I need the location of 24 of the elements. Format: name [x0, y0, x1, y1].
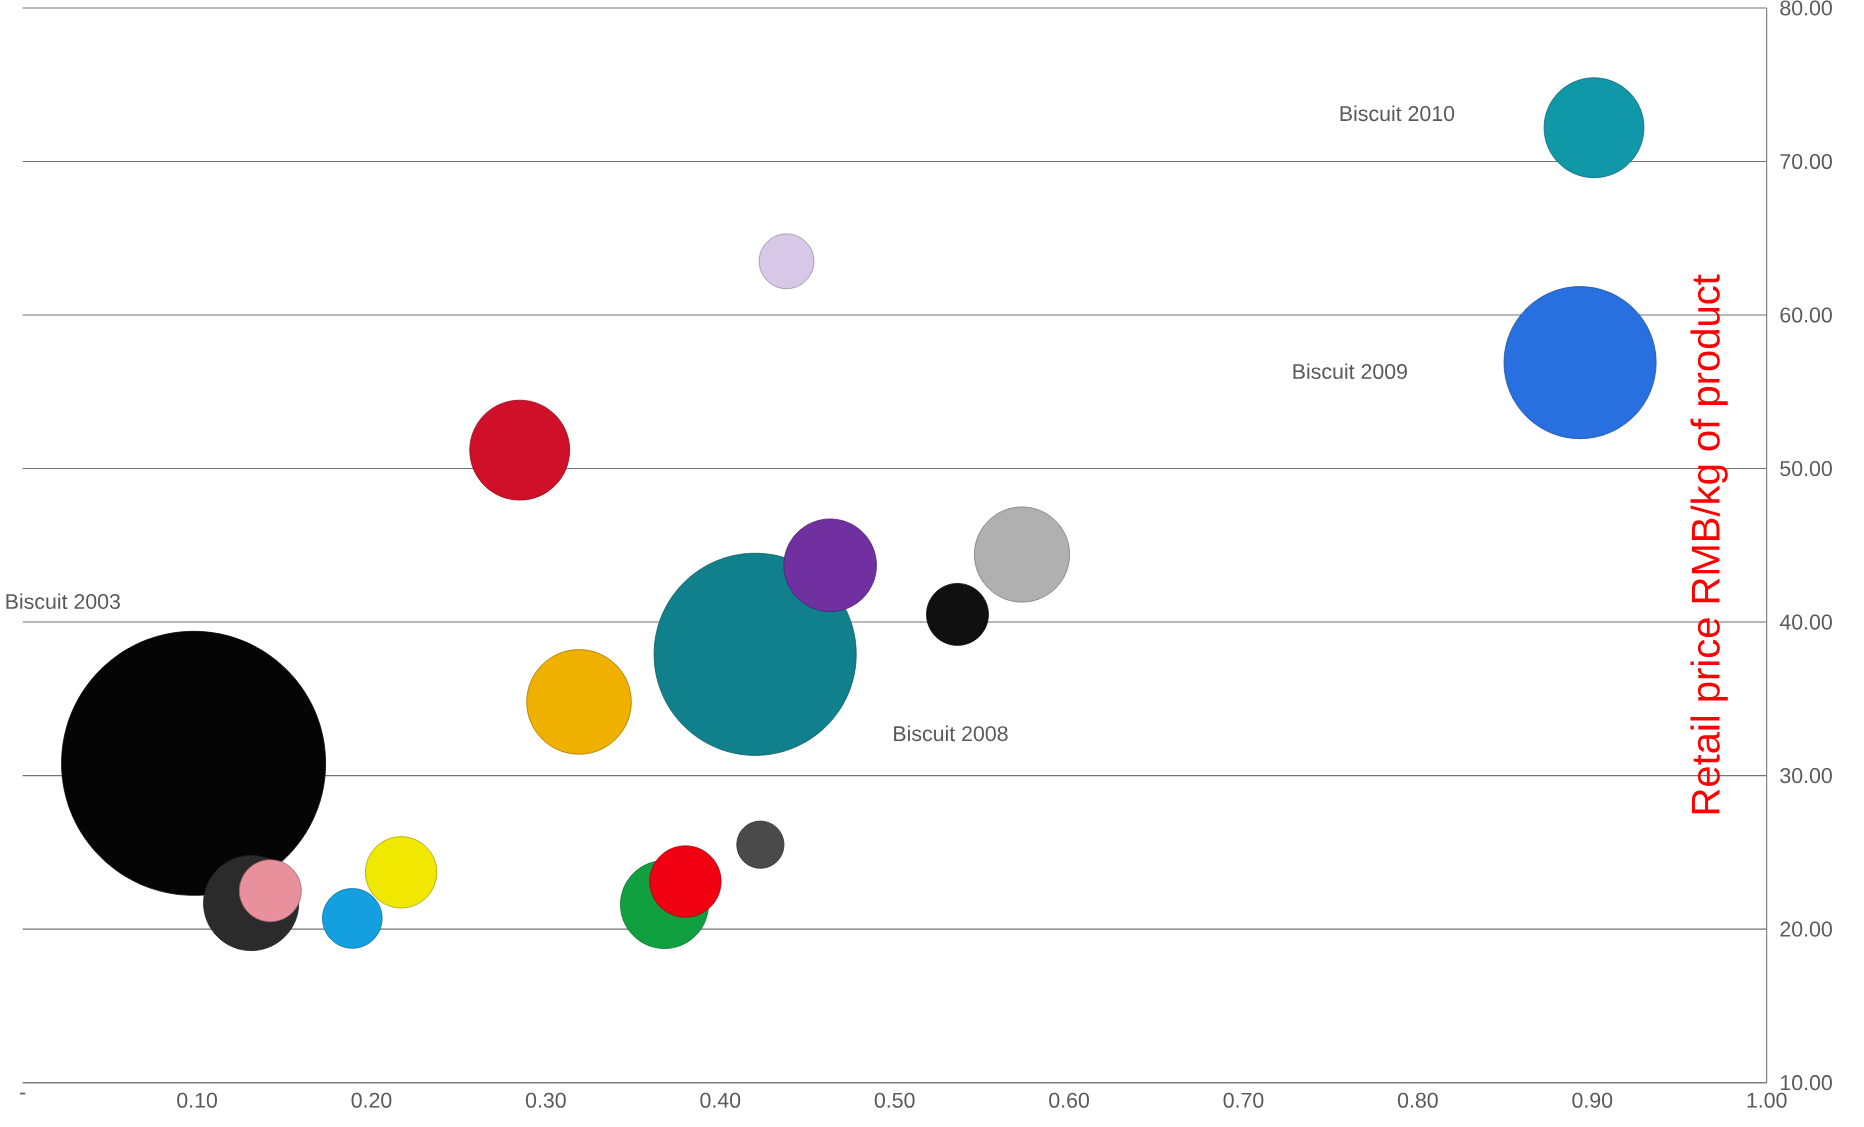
x-tick-label: 0.50: [874, 1092, 915, 1108]
x-tick-label: 0.70: [1223, 1092, 1264, 1108]
x-tick-label: -: [20, 1092, 26, 1095]
x-tick-label: 0.10: [177, 1092, 217, 1108]
y-tick-label: 10.00: [1781, 1075, 1832, 1091]
y-tick-label: 30.00: [1780, 768, 1832, 784]
x-tick-label: 0.80: [1397, 1092, 1438, 1108]
x-tick-label: 1.00: [1747, 1092, 1787, 1108]
y-tick-label: 50.00: [1780, 461, 1832, 477]
x-tick-label: 0.30: [525, 1092, 566, 1108]
annotation: Biscuit 2008: [894, 725, 1008, 742]
y-axis-title: Retail price RMB/kg of product: [1690, 274, 1728, 814]
y-tick-label: 20.00: [1780, 921, 1832, 937]
annotation: Biscuit 2010: [1340, 105, 1455, 122]
x-tick-label: 0.90: [1572, 1092, 1613, 1108]
y-tick-label: 70.00: [1780, 154, 1832, 170]
x-tick-label: 0.60: [1049, 1092, 1089, 1108]
annotation: Biscuit 2003: [6, 593, 120, 610]
y-tick-label: 40.00: [1779, 614, 1832, 630]
x-tick-label: 0.40: [700, 1092, 741, 1108]
y-tick-label: 80.00: [1780, 0, 1832, 16]
y-tick-label: 60.00: [1780, 307, 1832, 323]
x-tick-label: 0.20: [351, 1092, 392, 1108]
annotation: Biscuit 2009: [1293, 363, 1407, 380]
